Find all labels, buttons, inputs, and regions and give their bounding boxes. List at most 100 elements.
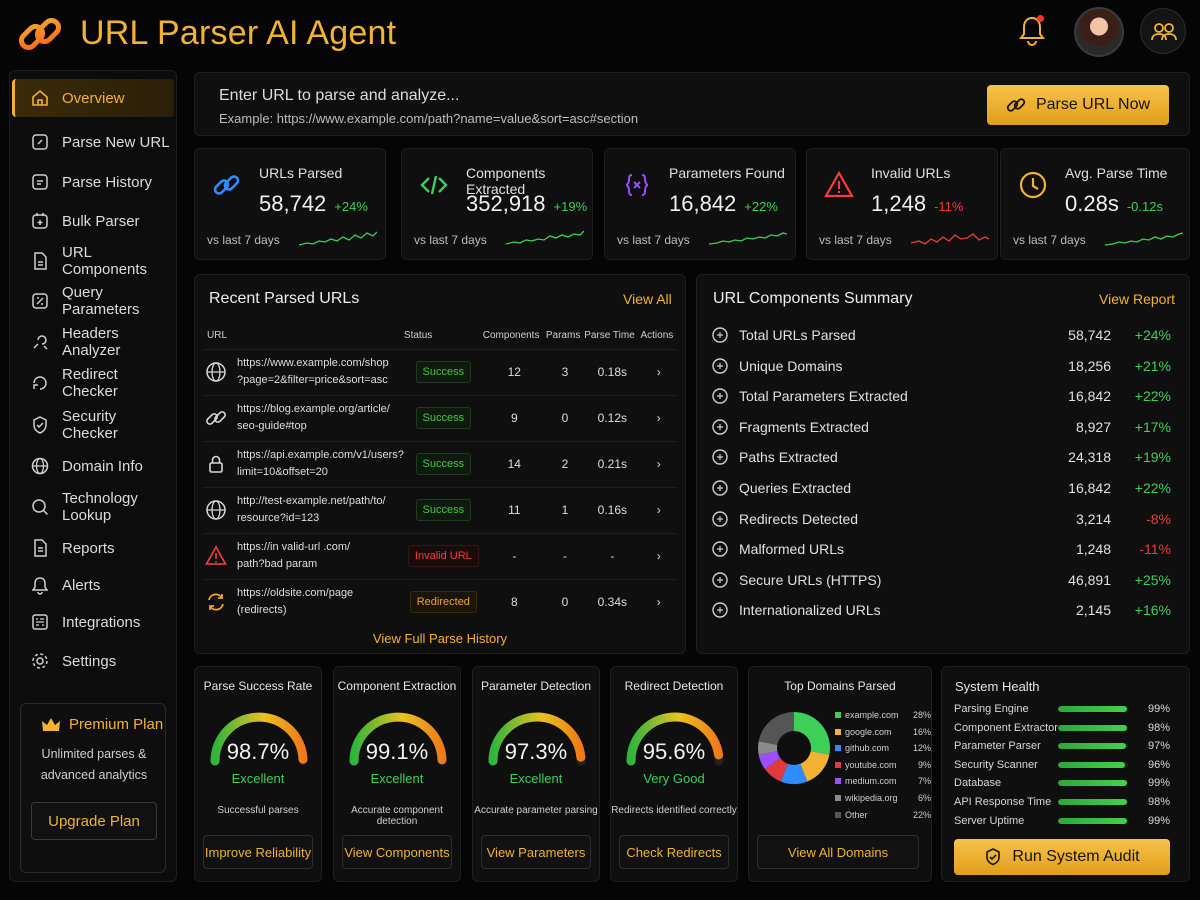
gauge-action-button[interactable]: Improve Reliability bbox=[203, 835, 313, 869]
view-full-parse-history-link[interactable]: View Full Parse History bbox=[372, 631, 508, 646]
shield-icon bbox=[712, 357, 728, 374]
table-row[interactable]: https://api.example.com/v1/users? limit=1… bbox=[203, 440, 677, 487]
health-row: Parsing Engine 99% bbox=[954, 700, 1170, 718]
table-row[interactable]: https://www.example.com/shop ?page=2&filt… bbox=[203, 348, 677, 395]
gauge-action-button[interactable]: Check Redirects bbox=[619, 835, 729, 869]
sidebar-item-integrations[interactable]: Integrations bbox=[12, 603, 174, 641]
sidebar-item-domain-info[interactable]: Domain Info bbox=[12, 447, 174, 485]
url-line: limit=10&offset=20 bbox=[237, 466, 328, 478]
gauge-description: Redirects identified correctly bbox=[611, 805, 737, 816]
row-chevron-icon[interactable]: › bbox=[640, 394, 677, 441]
url-cell[interactable]: https://in valid-url .com/path?bad param bbox=[237, 532, 404, 579]
table-row[interactable]: https://in valid-url .com/path?bad param… bbox=[203, 532, 677, 579]
table-row[interactable]: https://oldsite.com/page (redirects) Redi… bbox=[203, 578, 677, 625]
gauge-card-component-extraction: Component Extraction 99.1% Excellent Accura… bbox=[333, 666, 461, 882]
upgrade-plan-button[interactable]: Upgrade Plan bbox=[31, 802, 157, 840]
sidebar-item-security-checker[interactable]: Security Checker bbox=[12, 406, 174, 444]
column-header-status[interactable]: Status bbox=[403, 330, 433, 342]
sidebar-item-headers-analyzer[interactable]: Headers Analyzer bbox=[12, 323, 174, 361]
summary-row[interactable]: Fragments Extracted 8,927 +17% bbox=[711, 412, 1171, 442]
sidebar-item-label: Integrations bbox=[62, 613, 141, 631]
summary-row[interactable]: Redirects Detected 3,214 -8% bbox=[711, 504, 1171, 534]
url-input-bar[interactable]: Enter URL to parse and analyze... Exampl… bbox=[194, 72, 1190, 136]
health-bar bbox=[1058, 724, 1128, 731]
donut-slice[interactable] bbox=[758, 712, 794, 745]
summary-row[interactable]: Internationalized URLs 2,145 +16% bbox=[711, 595, 1171, 625]
summary-change: +17% bbox=[1134, 418, 1171, 435]
url-example-hint: Example: https://www.example.com/path?na… bbox=[219, 111, 639, 126]
url-input-placeholder[interactable]: Enter URL to parse and analyze... bbox=[219, 87, 460, 104]
user-avatar[interactable] bbox=[1074, 7, 1124, 57]
row-chevron-icon[interactable]: › bbox=[640, 532, 677, 579]
donut-slice[interactable] bbox=[758, 741, 778, 755]
row-chevron-icon[interactable]: › bbox=[640, 348, 677, 395]
parse-url-button[interactable]: Parse URL Now bbox=[987, 85, 1169, 125]
url-cell[interactable]: https://api.example.com/v1/users? limit=1… bbox=[237, 440, 404, 487]
row-chevron-icon[interactable]: › bbox=[640, 440, 677, 487]
row-chevron-icon[interactable]: › bbox=[640, 578, 677, 625]
globe-icon bbox=[712, 602, 728, 619]
column-header-components[interactable]: Components bbox=[482, 330, 540, 342]
legend-swatch bbox=[835, 778, 841, 785]
summary-row[interactable]: Total URLs Parsed 58,742 +24% bbox=[711, 320, 1171, 350]
stat-icon bbox=[207, 165, 247, 205]
params-cell: 0 bbox=[545, 394, 585, 441]
view-all-link[interactable]: View All bbox=[623, 291, 672, 307]
summary-row[interactable]: Malformed URLs 1,248 -11% bbox=[711, 534, 1171, 564]
column-header-url[interactable]: URL bbox=[207, 330, 228, 342]
column-header-parse-time[interactable]: Parse Time bbox=[584, 330, 635, 342]
url-cell[interactable]: https://www.example.com/shop ?page=2&filt… bbox=[237, 348, 404, 395]
summary-row[interactable]: Unique Domains 18,256 +21% bbox=[711, 351, 1171, 381]
run-system-audit-label: Run System Audit bbox=[1012, 848, 1140, 865]
view-report-link[interactable]: View Report bbox=[1099, 291, 1176, 307]
sidebar-item-technology-lookup[interactable]: Technology Lookup bbox=[12, 488, 174, 526]
stat-label: Components Extracted bbox=[466, 165, 546, 197]
url-cell[interactable]: https://blog.example.org/article/seo-gui… bbox=[237, 394, 404, 441]
gauge-description: Accurate parameter parsing bbox=[474, 805, 598, 816]
gauge-action-button[interactable]: View Components bbox=[342, 835, 452, 869]
summary-row[interactable]: Paths Extracted 24,318 +19% bbox=[711, 442, 1171, 472]
notification-bell-icon[interactable] bbox=[1016, 14, 1048, 48]
sidebar-item-reports[interactable]: Reports bbox=[12, 529, 174, 567]
row-chevron-icon[interactable]: › bbox=[640, 486, 677, 533]
query-icon bbox=[32, 293, 48, 309]
stat-footnote: vs last 7 days bbox=[617, 233, 690, 247]
column-header-params[interactable]: Params bbox=[545, 330, 581, 342]
table-row[interactable]: https://blog.example.org/article/seo-gui… bbox=[203, 394, 677, 441]
summary-row[interactable]: Total Parameters Extracted 16,842 +22% bbox=[711, 381, 1171, 411]
url-line: https://in valid-url .com/ bbox=[237, 541, 351, 553]
gauge-arc bbox=[210, 712, 308, 766]
link-icon bbox=[1006, 98, 1026, 112]
donut-slice[interactable] bbox=[800, 751, 830, 782]
sidebar-item-query-parameters[interactable]: Query Parameters bbox=[12, 282, 174, 320]
stat-label: Avg. Parse Time bbox=[1065, 165, 1168, 181]
url-cell[interactable]: http://test-example.net/path/to/resource… bbox=[237, 486, 404, 533]
donut-slice[interactable] bbox=[780, 763, 808, 784]
donut-slice[interactable] bbox=[794, 712, 830, 755]
sparkline-up bbox=[299, 231, 377, 246]
summary-label: Fragments Extracted bbox=[739, 418, 869, 435]
sidebar-item-settings[interactable]: Settings bbox=[12, 642, 174, 680]
stat-value: 16,842 +22% bbox=[669, 191, 778, 217]
sidebar-item-parse-history[interactable]: Parse History bbox=[12, 163, 174, 201]
url-cell[interactable]: https://oldsite.com/page (redirects) bbox=[237, 578, 404, 625]
sidebar-item-url-components[interactable]: URL Components bbox=[12, 242, 174, 280]
sidebar-item-alerts[interactable]: Alerts bbox=[12, 566, 174, 604]
summary-row[interactable]: Secure URLs (HTTPS) 46,891 +25% bbox=[711, 565, 1171, 595]
view-all-domains-button[interactable]: View All Domains bbox=[757, 835, 919, 869]
donut-slice[interactable] bbox=[764, 757, 788, 782]
table-row[interactable]: http://test-example.net/path/to/resource… bbox=[203, 486, 677, 533]
gauge-action-button[interactable]: View Parameters bbox=[481, 835, 591, 869]
sidebar-item-overview[interactable]: Overview bbox=[12, 79, 174, 117]
sidebar-item-bulk-parser[interactable]: Bulk Parser bbox=[12, 202, 174, 240]
donut-slice[interactable] bbox=[758, 751, 781, 770]
tools-icon bbox=[712, 419, 728, 435]
run-system-audit-button[interactable]: Run System Audit bbox=[954, 839, 1170, 875]
summary-row[interactable]: Queries Extracted 16,842 +22% bbox=[711, 473, 1171, 503]
team-button[interactable] bbox=[1140, 8, 1186, 54]
sidebar-item-redirect-checker[interactable]: Redirect Checker bbox=[12, 364, 174, 402]
sidebar-item-parse-new-url[interactable]: Parse New URL bbox=[12, 123, 174, 161]
parse-time-cell: 0.34s bbox=[584, 578, 641, 625]
summary-change: +16% bbox=[1134, 602, 1171, 619]
summary-value: 3,214 bbox=[1075, 510, 1111, 527]
